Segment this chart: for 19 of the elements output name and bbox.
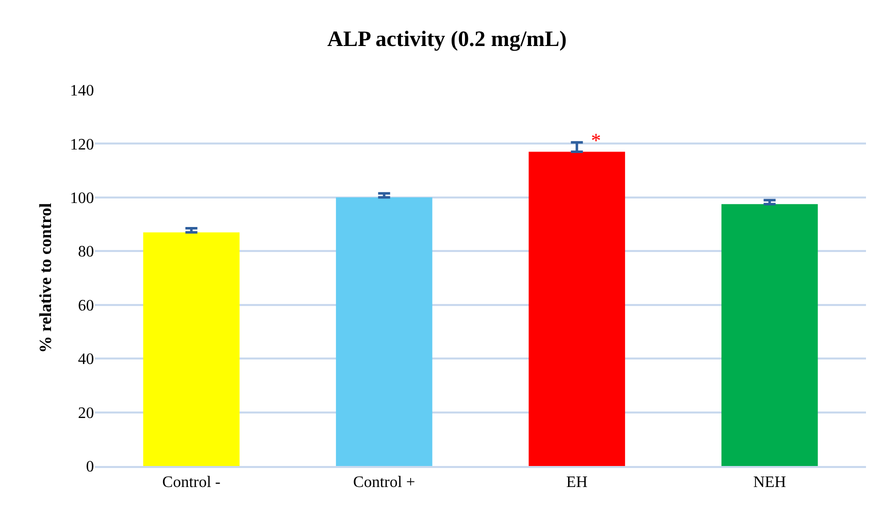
y-axis-title: % relative to control	[36, 202, 55, 353]
y-tick-label: 20	[78, 404, 94, 422]
bar	[528, 152, 626, 466]
x-tick-label: EH	[566, 474, 588, 491]
x-tick-label: NEH	[753, 474, 787, 491]
bar	[721, 204, 818, 466]
bar	[336, 197, 432, 466]
y-tick-label: 40	[78, 351, 94, 368]
chart-title: ALP activity (0.2 mg/mL)	[327, 26, 567, 52]
bar	[143, 232, 240, 466]
y-tick-label: 140	[70, 82, 94, 100]
y-tick-label: 100	[70, 190, 94, 208]
y-tick-label: 60	[78, 297, 94, 314]
x-tick-label: Control -	[162, 474, 220, 491]
y-tick-label: 80	[78, 244, 94, 261]
y-tick-label: 120	[70, 136, 94, 154]
y-tick-label: 0	[86, 458, 94, 476]
annotation: *	[591, 130, 601, 152]
x-tick-label: Control +	[353, 474, 416, 491]
